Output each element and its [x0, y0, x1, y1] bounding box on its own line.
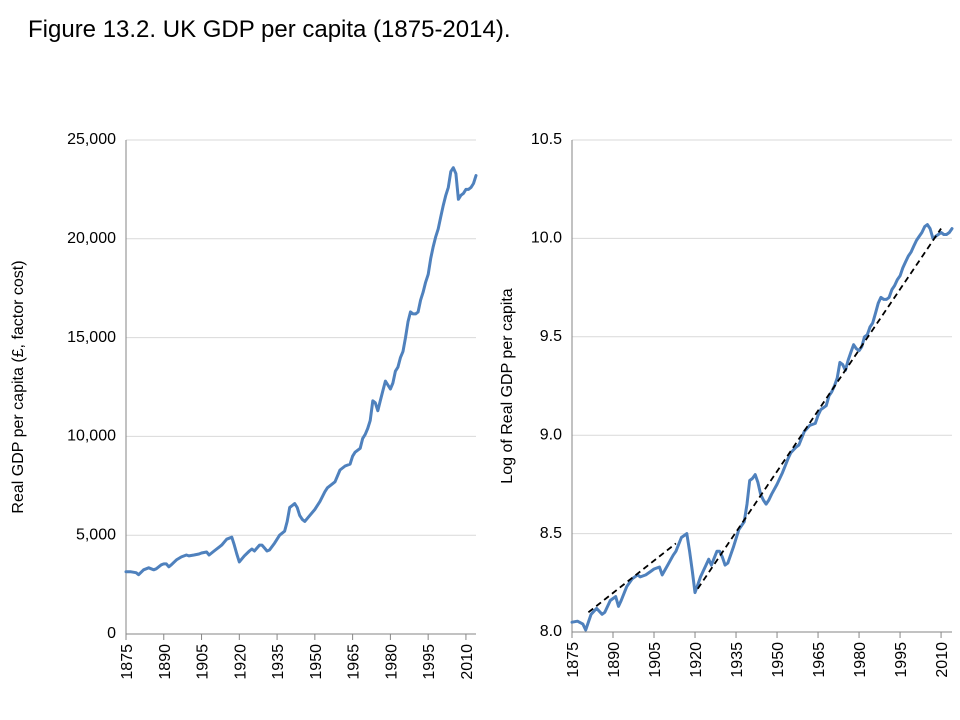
right-chart-x-tick-label: 1995	[893, 642, 910, 678]
right-chart-y-tick-label: 9.0	[540, 426, 562, 443]
left-chart-x-tick-label: 1905	[195, 644, 212, 680]
left-chart-x-tick-label: 1995	[421, 644, 438, 680]
left-chart-y-tick-label: 0	[107, 625, 116, 642]
left-chart-x-tick-label: 1965	[346, 644, 363, 680]
right-chart-series-line	[570, 223, 954, 632]
left-chart-x-tick-label: 1875	[119, 644, 136, 680]
right-chart-y-tick-label: 10.0	[531, 230, 562, 247]
right-chart-y-tick-label: 8.0	[540, 623, 562, 640]
left-chart-x-tick-label: 1890	[157, 644, 174, 680]
left-chart-x-tick-label: 2010	[459, 644, 476, 680]
left-chart-y-tick-label: 20,000	[67, 230, 116, 247]
right-chart-y-tick-label: 9.5	[540, 328, 562, 345]
right-chart-y-tick-label: 8.5	[540, 525, 562, 542]
right-chart-y-axis-title: Log of Real GDP per capita	[499, 288, 516, 483]
right-chart-x-tick-label: 1920	[688, 642, 705, 678]
right-chart-x-tick-label: 1935	[729, 642, 746, 678]
right-chart-trend-line	[697, 228, 942, 590]
right-chart-x-tick-label: 1905	[647, 642, 664, 678]
left-chart-y-tick-label: 5,000	[76, 526, 116, 543]
right-chart-x-tick-label: 1980	[852, 642, 869, 678]
right-chart-trend-line	[587, 542, 677, 614]
right-chart-x-tick-label: 1890	[606, 642, 623, 678]
left-chart-y-axis-title: Real GDP per capita (£, factor cost)	[10, 260, 27, 513]
figure-title: Figure 13.2. UK GDP per capita (1875-201…	[28, 16, 511, 43]
right-chart-x-tick-label: 1965	[811, 642, 828, 678]
left-chart-x-tick-label: 1980	[383, 644, 400, 680]
left-chart-x-tick-label: 1935	[270, 644, 287, 680]
left-chart-x-tick-label: 1950	[308, 644, 325, 680]
right-chart-x-tick-label: 2010	[934, 642, 951, 678]
left-chart-x-tick-label: 1920	[232, 644, 249, 680]
right-chart-x-tick-label: 1950	[770, 642, 787, 678]
left-chart-y-tick-label: 15,000	[67, 329, 116, 346]
right-chart-y-tick-label: 10.5	[531, 131, 562, 148]
right-chart-x-tick-label: 1875	[565, 642, 582, 678]
left-chart-y-tick-label: 10,000	[67, 428, 116, 445]
left-chart-series-line	[124, 166, 478, 577]
left-chart-y-tick-label: 25,000	[67, 131, 116, 148]
